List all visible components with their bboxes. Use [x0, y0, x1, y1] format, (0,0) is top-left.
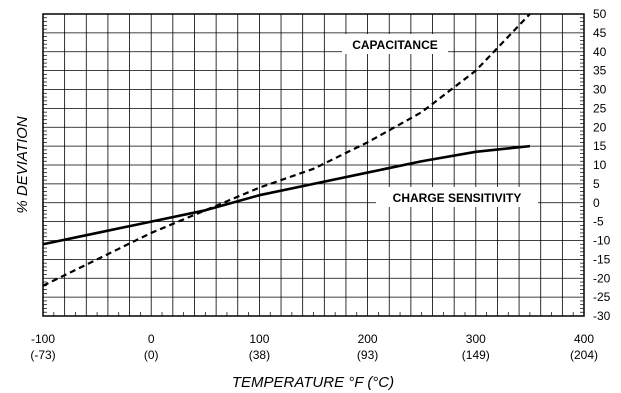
plot-frame [42, 13, 585, 317]
y-tick-label: 10 [593, 158, 607, 172]
y-tick-label: -25 [593, 290, 611, 304]
x-tick-label: 100 [249, 332, 269, 346]
grid [43, 14, 584, 316]
y-tick-label: 50 [593, 7, 607, 21]
x-tick-label: 400 [574, 332, 594, 346]
y-tick-label: -30 [593, 309, 611, 323]
series-labels: CAPACITANCE CHARGE SENSITIVITY [342, 34, 538, 207]
series-label-bg [342, 34, 448, 54]
x-axis-title: TEMPERATURE °F (°C) [232, 374, 394, 391]
y-tick-label: 0 [593, 196, 600, 210]
x-tick-sublabel: (38) [249, 348, 270, 362]
y-tick-label: 30 [593, 83, 607, 97]
x-tick-label: 200 [358, 332, 378, 346]
y-tick-label: 5 [593, 177, 600, 191]
series-lines [42, 13, 531, 287]
y-tick-label: -15 [593, 252, 611, 266]
series-line-capacitance [42, 13, 531, 287]
x-tick-label: -100 [31, 332, 55, 346]
x-tick-sublabel: (149) [462, 348, 490, 362]
y-tick-label: 25 [593, 101, 607, 115]
series-label-bg [376, 187, 538, 207]
x-tick-sublabel: (-73) [30, 348, 55, 362]
y-tick-label: -5 [593, 215, 604, 229]
x-tick-sublabel: (0) [144, 348, 159, 362]
y-tick-label: 40 [593, 45, 607, 59]
x-tick-label: 300 [466, 332, 486, 346]
y-tick-label: 35 [593, 64, 607, 78]
series-label: CAPACITANCE [352, 38, 438, 52]
x-tick-sublabel: (93) [357, 348, 378, 362]
x-tick-sublabel: (204) [570, 348, 598, 362]
x-tick-label: 0 [148, 332, 155, 346]
y-tick-label: -10 [593, 234, 611, 248]
series-line-charge-sensitivity [42, 144, 531, 246]
y-tick-label: 20 [593, 120, 607, 134]
x-ticks: -100 (-73) 0 (0) 100 (38) 200 (93) 300 (149) 400 (2… [30, 332, 598, 362]
y-axis-title: % DEVIATION [14, 116, 31, 213]
series-label: CHARGE SENSITIVITY [393, 191, 522, 205]
y-tick-label: 15 [593, 139, 607, 153]
y-tick-label: 45 [593, 26, 607, 40]
y-tick-label: -20 [593, 271, 611, 285]
